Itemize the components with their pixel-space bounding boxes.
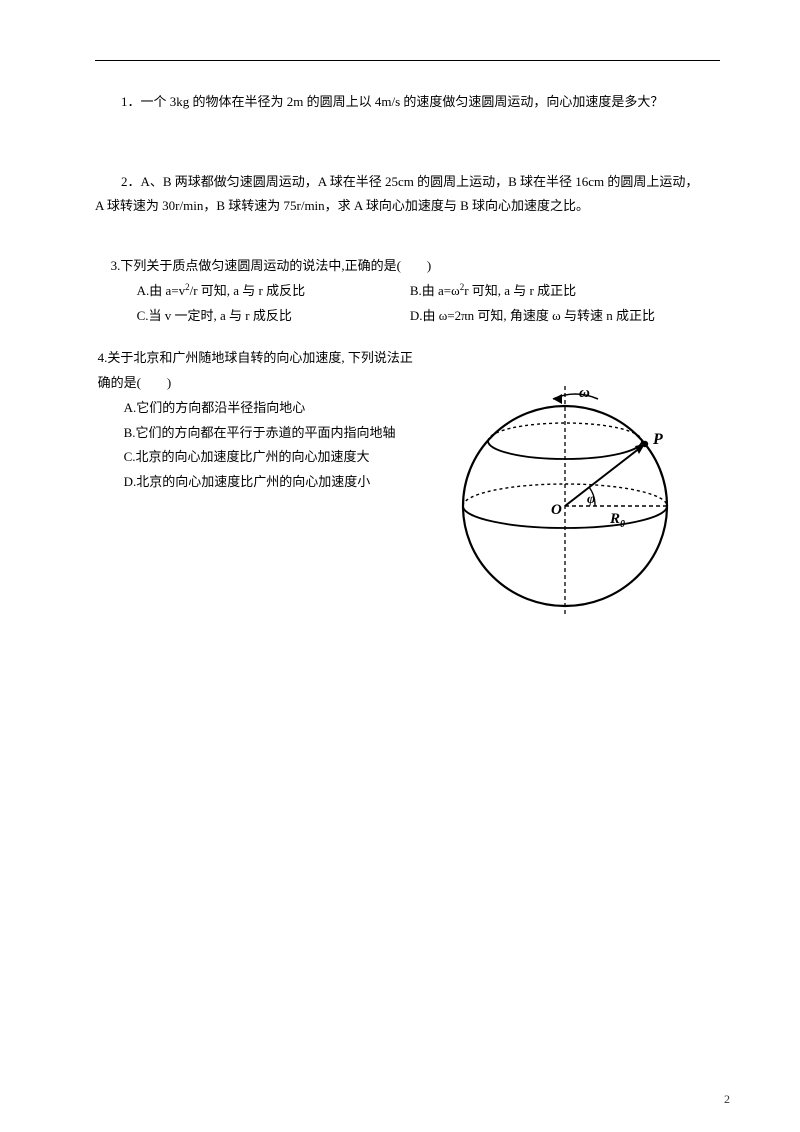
q3-stem: 3.下列关于质点做匀速圆周运动的说法中,正确的是( ): [95, 254, 720, 279]
fig-phi: φ: [587, 492, 595, 507]
question-2: 2．A、B 两球都做匀速圆周运动，A 球在半径 25cm 的圆周上运动，B 球在…: [95, 170, 720, 219]
question-1: 1．一个 3kg 的物体在半径为 2m 的圆周上以 4m/s 的速度做匀速圆周运…: [95, 90, 720, 115]
q2-line1: 2．A、B 两球都做匀速圆周运动，A 球在半径 25cm 的圆周上运动，B 球在…: [95, 170, 720, 195]
q3-optC: C.当 v 一定时, a 与 r 成反比: [137, 304, 407, 329]
q2-line2: A 球转速为 30r/min，B 球转速为 75r/min，求 A 球向心加速度…: [95, 198, 589, 213]
svg-text:R0: R0: [609, 511, 625, 530]
page-number: 2: [724, 1092, 730, 1107]
q4-optC: C.北京的向心加速度比广州的向心加速度大: [124, 445, 425, 470]
q1-text: 1．一个 3kg 的物体在半径为 2m 的圆周上以 4m/s 的速度做匀速圆周运…: [95, 90, 720, 115]
q3-row1: A.由 a=v2/r 可知, a 与 r 成反比 B.由 a=ω2r 可知, a…: [95, 279, 720, 304]
earth-figure: ω O P: [435, 386, 695, 616]
q4-optB: B.它们的方向都在平行于赤道的平面内指向地轴: [124, 421, 425, 446]
fig-P: P: [652, 431, 663, 448]
question-3: 3.下列关于质点做匀速圆周运动的说法中,正确的是( ) A.由 a=v2/r 可…: [95, 254, 720, 328]
q4-optA: A.它们的方向都沿半径指向地心: [124, 396, 425, 421]
fig-O: O: [551, 502, 562, 518]
q4-optD: D.北京的向心加速度比广州的向心加速度小: [124, 470, 425, 495]
fig-omega: ω: [579, 386, 590, 401]
top-rule: [95, 60, 720, 61]
q4-stem: 4.关于北京和广州随地球自转的向心加速度, 下列说法正确的是( ): [95, 346, 425, 395]
question-4: 4.关于北京和广州随地球自转的向心加速度, 下列说法正确的是( ) A.它们的方…: [95, 346, 720, 494]
q3-row2: C.当 v 一定时, a 与 r 成反比 D.由 ω=2πn 可知, 角速度 ω…: [95, 304, 720, 329]
q3-optD: D.由 ω=2πn 可知, 角速度 ω 与转速 n 成正比: [410, 304, 655, 329]
q3-optB: B.由 a=ω2r 可知, a 与 r 成正比: [410, 279, 576, 304]
q3-optA: A.由 a=v2/r 可知, a 与 r 成反比: [137, 279, 407, 304]
fig-R0: R: [609, 511, 620, 527]
